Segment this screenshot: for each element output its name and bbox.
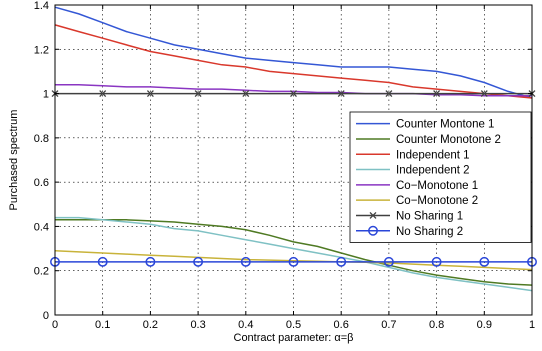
data-point-no-sharing-2 (336, 256, 347, 267)
data-point-no-sharing-2 (383, 256, 394, 267)
y-tick-label: 0.4 (34, 221, 49, 233)
x-tick-label: 0.7 (381, 319, 396, 331)
data-point-no-sharing-1-stroke-b (433, 90, 441, 98)
series-line-co-monotone-2 (54, 250, 533, 271)
x-tick-label: 1 (529, 319, 535, 331)
data-point-no-sharing-1 (146, 90, 154, 98)
y-tick-label: 1.4 (34, 0, 49, 12)
series-line-independent-1 (54, 24, 533, 99)
series-lines (54, 6, 533, 292)
x-tick-label: 0.6 (334, 319, 349, 331)
series-line-co-monotone-1 (55, 83, 532, 97)
data-point-no-sharing-1-stroke-b (385, 90, 393, 98)
data-point-no-sharing-2 (288, 256, 299, 267)
legend-entry-label: No Sharing 1 (396, 210, 463, 222)
legend-entry-label: No Sharing 2 (396, 226, 463, 238)
axis-ticks: 0 0.1 0.2 0.3 0.4 0.5 0.6 0.7 0.8 0.9 1 0 0.2 0.4 0.6 0… (34, 0, 535, 331)
series-line-counter-montone-1 (54, 6, 533, 99)
x-tick-label: 0.9 (477, 319, 492, 331)
data-point-no-sharing-1-stroke-b (194, 90, 202, 98)
data-point-no-sharing-2 (240, 256, 251, 267)
legend: Counter Montone 1 Counter Monotone 2 Indep… (349, 111, 532, 243)
legend-marker (368, 225, 378, 236)
series-line-independent-2 (55, 216, 533, 292)
data-point-no-sharing-1 (99, 90, 107, 98)
data-point-no-sharing-2 (479, 256, 490, 267)
legend-marker-stroke-b (369, 211, 377, 219)
data-point-no-sharing-2 (145, 256, 156, 267)
data-point-no-sharing-1-stroke-b (242, 90, 250, 98)
legend-entry-label: Independent 1 (396, 149, 470, 161)
data-point-no-sharing-1-stroke-b (99, 90, 107, 98)
y-tick-label: 1 (43, 89, 49, 101)
data-point-no-sharing-1 (385, 90, 393, 98)
data-point-no-sharing-1-stroke-b (337, 90, 345, 98)
y-tick-label: 0.6 (34, 177, 49, 189)
legend-box (349, 111, 532, 243)
legend-entry-label: Co−Monotone 1 (396, 180, 478, 192)
x-tick-label: 0 (52, 319, 58, 331)
data-point-no-sharing-1 (290, 90, 297, 98)
legend-entry-label: Counter Montone 1 (396, 119, 494, 131)
y-tick-label: 1.2 (34, 44, 49, 56)
data-point-no-sharing-2 (431, 256, 442, 267)
data-point-no-sharing-1 (337, 90, 345, 98)
legend-marker (369, 211, 377, 219)
x-tick-label: 0.2 (143, 319, 158, 331)
data-point-no-sharing-1 (480, 90, 488, 98)
legend-entry-label: Independent 2 (396, 165, 470, 177)
data-point-no-sharing-1 (242, 90, 250, 98)
x-tick-label: 0.1 (95, 319, 110, 331)
x-tick-label: 0.3 (190, 319, 205, 331)
y-axis-label: Purchased spectrum (8, 110, 20, 211)
y-tick-label: 0 (43, 310, 49, 322)
data-point-no-sharing-1-stroke-b (290, 90, 297, 98)
legend-entry-label: Counter Monotone 2 (396, 134, 501, 146)
x-tick-label: 0.5 (286, 319, 301, 331)
series-line-counter-monotone-2 (55, 219, 533, 286)
data-point-no-sharing-2 (97, 256, 108, 267)
data-point-no-sharing-1-stroke-b (146, 90, 154, 98)
x-tick-label: 0.4 (238, 319, 253, 331)
data-point-no-sharing-1 (194, 90, 202, 98)
x-tick-label: 0.8 (429, 319, 444, 331)
legend-entry-label: Co−Monotone 2 (396, 195, 478, 207)
data-point-no-sharing-2 (193, 256, 204, 267)
y-tick-label: 0.2 (34, 266, 49, 278)
data-point-no-sharing-1-stroke-b (480, 90, 488, 98)
x-axis-label: Contract parameter: α=β (234, 332, 354, 344)
data-point-no-sharing-1 (433, 90, 441, 98)
y-tick-label: 0.8 (34, 133, 49, 145)
